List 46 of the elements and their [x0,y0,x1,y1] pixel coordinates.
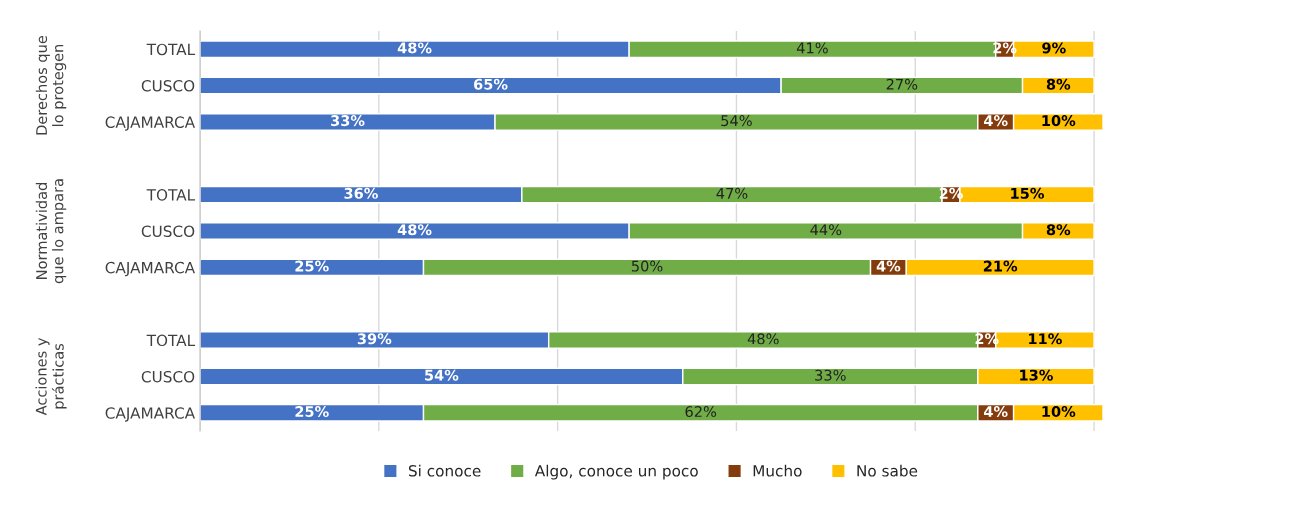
data-label: 48% [397,42,432,54]
text: Acciones y prácticas [35,337,67,416]
legend-label: Mucho [753,464,802,477]
data-label: 50% [631,260,663,272]
y-tick-label: TOTAL [146,189,196,201]
data-label: 8% [1046,78,1071,90]
data-label: 4% [983,115,1008,127]
data-label: 27% [886,78,918,90]
data-label: 39% [357,333,392,345]
legend-label: No sabe [857,464,918,477]
data-label: 33% [331,115,365,127]
data-label: 15% [1011,187,1044,199]
y-tick-label: CUSCO [141,80,195,92]
data-label: 47% [716,187,748,199]
data-label: 21% [983,260,1018,272]
data-label: 36% [344,187,378,199]
data-label: 41% [796,42,828,54]
data-label: 62% [685,406,717,418]
y-tick-label: CUSCO [141,370,195,383]
y-tick-label: CAJAMARCA [105,407,196,422]
data-label: 11% [1029,333,1062,345]
y-tick-label: TOTAL [146,43,196,56]
data-label: 10% [1042,406,1076,418]
data-label: 10% [1042,115,1076,127]
data-label: 25% [295,260,329,272]
data-label: 54% [721,115,752,127]
text: Derechos que lo protegen [35,35,67,135]
legend-label: Si conoce [408,464,481,477]
y-tick-label: TOTAL [146,334,196,347]
data-label: 54% [425,369,459,381]
data-label: 9% [1042,42,1066,54]
data-label: 65% [474,78,508,90]
data-label: 13% [1020,369,1053,381]
data-label: 25% [295,406,329,418]
data-label: 4% [983,406,1008,418]
y-tick-label: CUSCO [141,225,195,238]
data-label: 4% [876,260,901,272]
y-tick-label: CAJAMARCA [105,116,196,131]
data-label: 33% [815,369,846,381]
data-label: 8% [1046,224,1071,236]
y-tick-label: CAJAMARCA [105,261,196,277]
data-label: 44% [810,224,842,236]
legend-label: Algo, conoce un poco [534,464,698,480]
data-label: 48% [747,333,779,345]
data-label: 48% [397,224,432,236]
text: Normatividad que lo ampara [35,179,67,284]
